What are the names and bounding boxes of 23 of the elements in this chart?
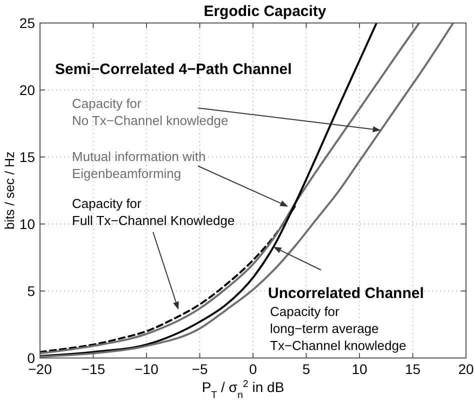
x-tick-label: 0 bbox=[249, 361, 258, 377]
annotation: Capacity for No Tx−Channel knowledge bbox=[72, 96, 228, 128]
x-axis-title: P$_{T}$ / σ$_{n}$$^{2}$ in dB bbox=[202, 378, 284, 400]
x-tick-label: 5 bbox=[302, 361, 310, 377]
y-tick-label: 10 bbox=[19, 216, 36, 232]
x-tick-label: −10 bbox=[134, 361, 159, 377]
y-tick-label: 5 bbox=[27, 283, 36, 299]
y-tick-label: 15 bbox=[19, 149, 36, 165]
y-tick-label: 20 bbox=[19, 82, 36, 98]
x-tick-label: −5 bbox=[192, 361, 208, 377]
y-tick-label: 25 bbox=[19, 15, 36, 31]
y-tick-label: 0 bbox=[27, 350, 36, 366]
annotation: Capacity for long−term average Tx−Channel knowledge bbox=[270, 304, 406, 353]
x-tick-label: 15 bbox=[404, 361, 421, 377]
y-axis-title: bits / sec / Hz bbox=[2, 151, 17, 230]
x-tick-label: −15 bbox=[81, 361, 106, 377]
annotation: Uncorrelated Channel bbox=[268, 285, 424, 302]
x-tick-label: 10 bbox=[352, 361, 368, 377]
annotation: Mutual information with Eigenbeamforming bbox=[72, 149, 206, 181]
annotation: Semi−Correlated 4−Path Channel bbox=[55, 61, 292, 78]
annotation: Capacity for Full Tx−Channel Knowledge bbox=[72, 196, 235, 228]
chart-title: Ergodic Capacity bbox=[204, 3, 327, 20]
x-tick-label: 20 bbox=[458, 361, 474, 377]
